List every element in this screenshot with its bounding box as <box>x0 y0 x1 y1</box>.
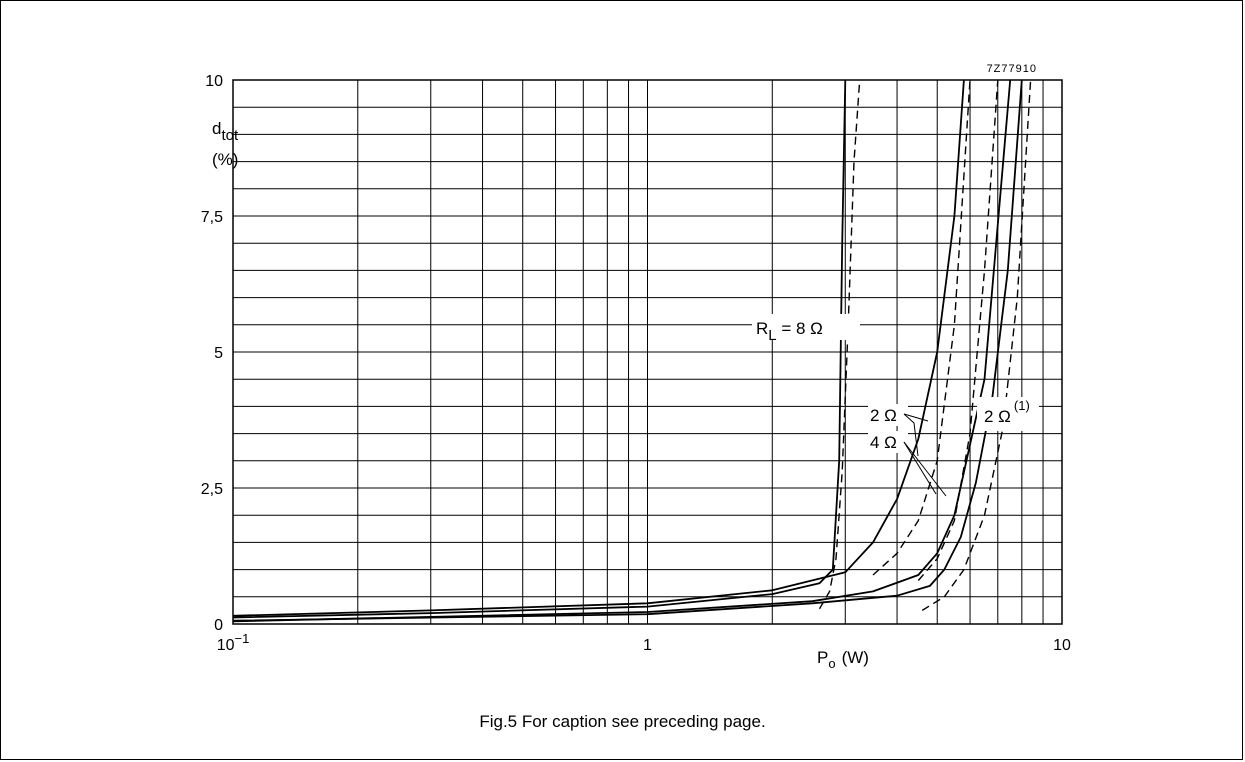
label-background <box>868 431 908 453</box>
y-axis-label: dtot <box>212 119 239 144</box>
label-leader-lines <box>903 413 947 497</box>
y-tick-label: 0 <box>214 617 223 634</box>
chart-grid <box>232 79 1063 625</box>
y-tick-label: 5 <box>214 345 223 362</box>
label-2-ohm-note: 2 Ω(1) <box>984 398 1030 426</box>
series-curve-6-dashed <box>917 79 999 581</box>
label-background <box>868 404 908 426</box>
label-rl-8-ohm: RL = 8 Ω <box>756 319 823 344</box>
figure-code: 7Z77910 <box>987 63 1037 75</box>
series-curve-4-dashed <box>872 79 971 576</box>
leader-line <box>903 413 929 422</box>
x-tick-label: 1 <box>643 637 652 654</box>
x-tick-label: 10−1 <box>217 631 250 654</box>
series-curve-8-dashed <box>921 79 1032 611</box>
label-background <box>752 314 860 340</box>
label-background <box>977 397 1039 431</box>
series-curve-1-solid <box>232 79 847 619</box>
series-curve-7-solid <box>232 79 1023 622</box>
plot-border <box>232 79 1063 625</box>
figure-caption: Fig.5 For caption see preceding page. <box>479 712 766 731</box>
x-axis-label: Po (W) <box>817 648 869 671</box>
y-tick-label: 2,5 <box>201 481 223 498</box>
y-tick-label: 7,5 <box>201 209 223 226</box>
x-tick-label: 10 <box>1053 637 1071 654</box>
y-tick-label: 10 <box>205 73 223 90</box>
chart-ticks: 0 2,5 5 7,5 10 10−1 1 10 <box>201 73 1071 654</box>
chart-curves <box>232 79 1032 623</box>
series-curve-5-solid <box>232 79 1012 623</box>
leader-line <box>903 441 937 495</box>
label-4-ohm: 4 Ω <box>870 433 897 452</box>
leader-line <box>903 441 947 497</box>
label-2-ohm: 2 Ω <box>870 406 897 425</box>
series-curve-2-dashed <box>818 79 861 610</box>
distortion-chart: 0 2,5 5 7,5 10 10−1 1 10 7Z77910 dtot (%) Po (W)… <box>201 63 1071 671</box>
y-axis-unit: (%) <box>212 150 238 169</box>
series-curve-3-solid <box>232 79 965 617</box>
leader-line <box>903 413 919 457</box>
